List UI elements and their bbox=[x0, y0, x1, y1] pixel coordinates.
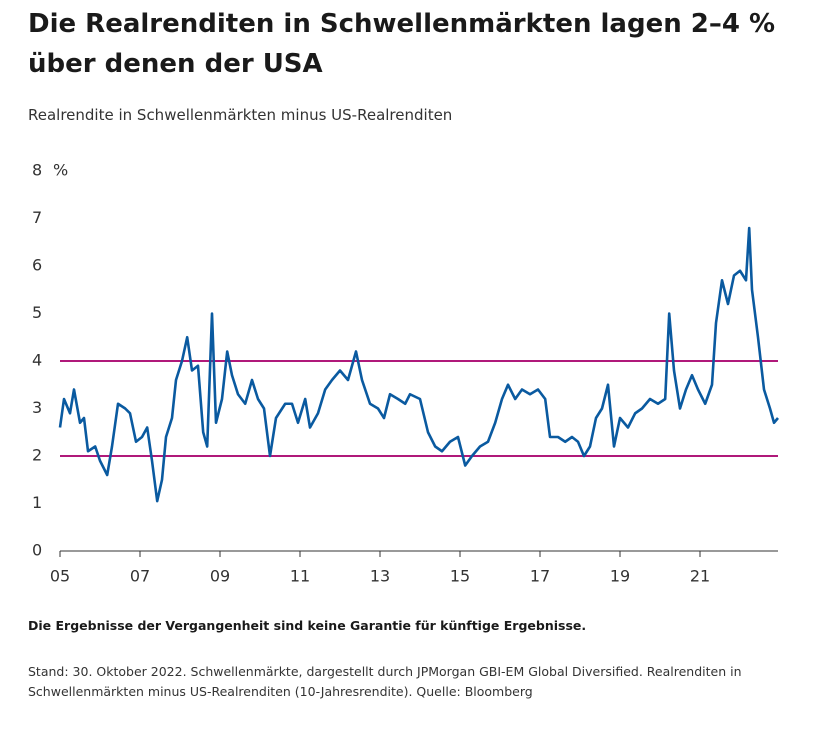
y-tick-label: 2 bbox=[32, 446, 42, 465]
x-tick-label: 05 bbox=[50, 567, 70, 586]
x-tick-label: 11 bbox=[290, 567, 310, 586]
y-tick-label: 4 bbox=[32, 351, 42, 370]
x-tick-label: 09 bbox=[210, 567, 230, 586]
x-tick-label: 17 bbox=[530, 567, 550, 586]
y-tick-label: 8 bbox=[32, 161, 42, 180]
y-tick-label: 7 bbox=[32, 208, 42, 227]
y-tick-label: 0 bbox=[32, 541, 42, 560]
chart-subtitle: Realrendite in Schwellenmärkten minus US… bbox=[28, 106, 453, 124]
x-tick-label: 07 bbox=[130, 567, 150, 586]
y-tick-label: 3 bbox=[32, 398, 42, 417]
y-unit: % bbox=[53, 161, 68, 180]
x-tick-label: 13 bbox=[370, 567, 390, 586]
chart-title: Die Realrenditen in Schwellenmärkten lag… bbox=[28, 9, 776, 79]
disclaimer: Die Ergebnisse der Vergangenheit sind ke… bbox=[28, 618, 587, 633]
y-tick-label: 5 bbox=[32, 303, 42, 322]
source-note: Stand: 30. Oktober 2022. Schwellenmärkte… bbox=[28, 664, 742, 699]
y-tick-label: 6 bbox=[32, 256, 42, 275]
x-tick-label: 21 bbox=[690, 567, 710, 586]
data-line bbox=[58, 226, 779, 503]
x-tick-label: 15 bbox=[450, 567, 470, 586]
x-tick-label: 19 bbox=[610, 567, 630, 586]
y-tick-label: 1 bbox=[32, 493, 42, 512]
chart: 0 1 2 3 4 5 6 7 8 % 05 07 09 11 13 15 17 19 21 bbox=[32, 161, 779, 586]
